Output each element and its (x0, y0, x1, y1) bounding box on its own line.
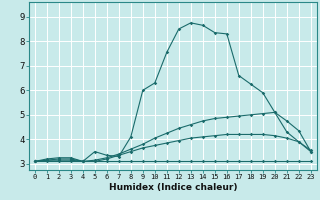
X-axis label: Humidex (Indice chaleur): Humidex (Indice chaleur) (108, 183, 237, 192)
